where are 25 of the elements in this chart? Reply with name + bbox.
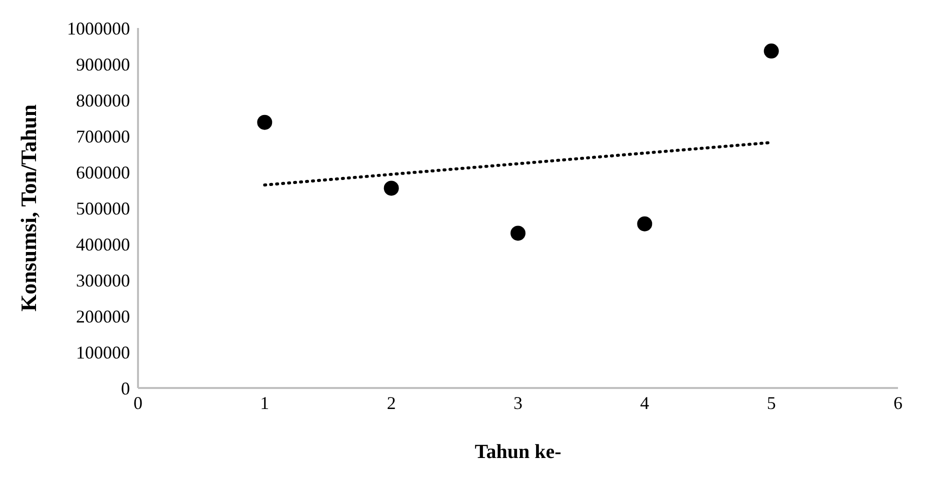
x-axis-title: Tahun ke- bbox=[474, 441, 562, 463]
x-tick-label: 0 bbox=[134, 392, 142, 413]
x-tick-label: 1 bbox=[260, 392, 270, 413]
y-tick-label: 400000 bbox=[76, 234, 130, 254]
x-tick-label: 5 bbox=[766, 392, 776, 413]
point bbox=[384, 180, 399, 196]
x-tick-label: 2 bbox=[386, 392, 396, 413]
y-tick-label: 900000 bbox=[76, 54, 130, 74]
y-tick-label: 1000000 bbox=[67, 18, 130, 38]
y-tick-label: 500000 bbox=[76, 198, 130, 218]
y-tick-label: 100000 bbox=[76, 342, 130, 362]
y-tick-label: 0 bbox=[121, 378, 130, 398]
point bbox=[764, 44, 779, 59]
point bbox=[510, 226, 526, 241]
point bbox=[637, 216, 652, 232]
y-tick-label: 800000 bbox=[76, 90, 130, 110]
point bbox=[257, 114, 272, 130]
y-tick-label: 700000 bbox=[76, 126, 130, 146]
x-tick-label: 3 bbox=[514, 392, 522, 413]
x-tick-label: 6 bbox=[894, 392, 902, 413]
y-tick-label: 600000 bbox=[76, 162, 130, 182]
y-tick-label: 200000 bbox=[76, 306, 130, 326]
y-axis-title: Konsumsi, Ton/Tahun bbox=[16, 104, 41, 312]
y-tick-label: 300000 bbox=[76, 270, 130, 290]
x-tick-label: 4 bbox=[640, 392, 650, 413]
